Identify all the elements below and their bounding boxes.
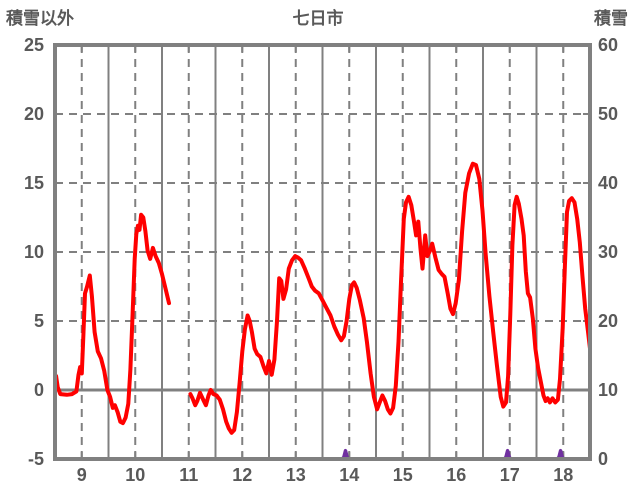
y-right-tick-label: 0 [598, 449, 609, 469]
x-tick-label: 16 [446, 465, 467, 485]
y-right-tick-label: 40 [598, 173, 619, 193]
red-series-line [188, 161, 592, 435]
x-tick-label: 18 [553, 465, 574, 485]
x-tick-label: 12 [232, 465, 253, 485]
y-right-tick-label: 10 [598, 380, 619, 400]
y-left-tick-label: 0 [33, 380, 44, 400]
left-axis-title: 積雪以外 [6, 9, 74, 28]
x-tick-label: 17 [499, 465, 520, 485]
y-right-tick-label: 50 [598, 104, 619, 124]
snow-series-line [187, 448, 592, 461]
x-tick-label: 15 [392, 465, 413, 485]
y-left-tick-label: -5 [27, 449, 44, 469]
red-series-line [54, 212, 171, 426]
y-left-tick-label: 20 [23, 104, 44, 124]
x-tick-label: 13 [285, 465, 306, 485]
y-right-tick-label: 30 [598, 242, 619, 262]
x-tick-label: 11 [179, 465, 199, 485]
y-left-tick-label: 5 [33, 311, 44, 331]
y-left-tick-label: 10 [23, 242, 44, 262]
x-tick-label: 10 [125, 465, 146, 485]
chart-title: 七日市 [292, 9, 344, 28]
plot-border [53, 43, 592, 461]
x-tick-label: 9 [76, 465, 87, 485]
right-axis-title: 積雪 [594, 9, 628, 28]
x-tick-label: 14 [339, 465, 360, 485]
y-right-tick-label: 60 [598, 35, 619, 55]
y-left-tick-label: 25 [23, 35, 44, 55]
y-left-tick-label: 15 [23, 173, 44, 193]
y-right-tick-label: 20 [598, 311, 619, 331]
